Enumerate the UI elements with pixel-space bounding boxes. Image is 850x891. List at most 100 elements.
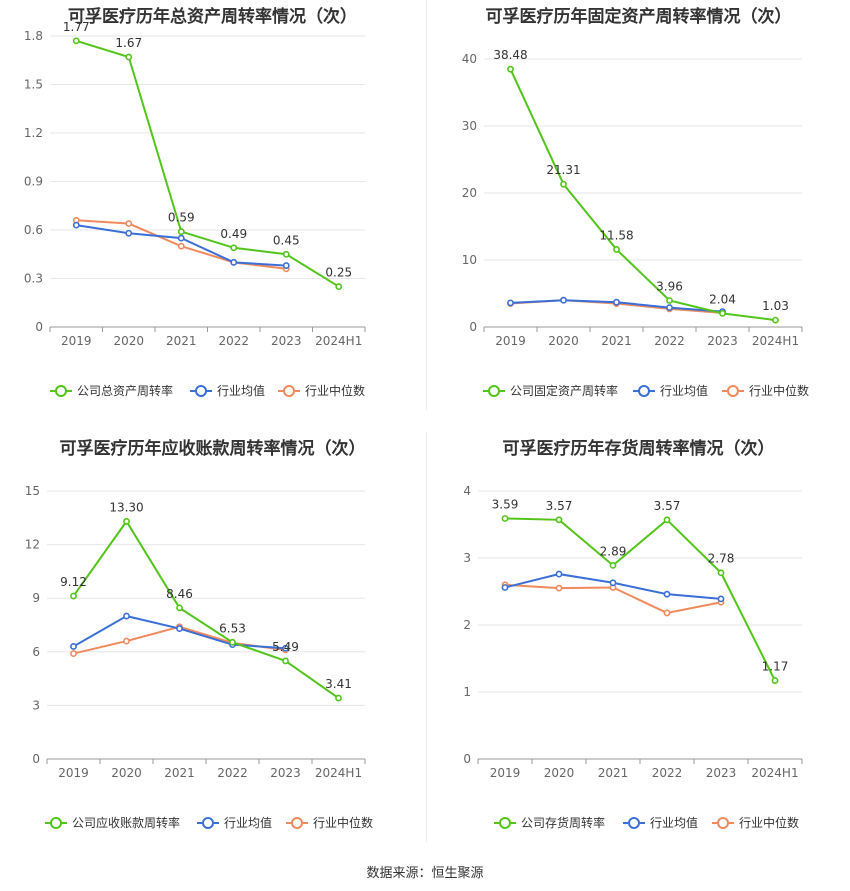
y-tick-label: 2 [463,618,471,632]
legend-marker [283,385,295,397]
data-point-industry-avg [282,262,290,269]
data-point-company [177,228,185,236]
data-label: 3.96 [656,279,683,293]
legend-marker [291,817,303,829]
x-tick-label: 2023 [270,766,301,780]
data-point-industry-avg [560,296,567,304]
data-point-industry-avg [177,234,185,242]
data-point-company [125,53,133,61]
data-point-company [560,180,567,188]
y-tick-label: 3 [32,698,40,712]
y-tick-label: 1.5 [24,78,43,92]
legend-item-industry-median[interactable]: 行业中位数 [722,383,809,398]
legend-marker [717,817,729,829]
legend-label: 行业均值 [650,815,698,830]
data-point-industry-median [70,650,77,657]
legend-item-industry-median[interactable]: 行业中位数 [286,815,373,830]
x-tick-label: 2023 [271,334,302,348]
x-tick-label: 2024H1 [315,766,362,780]
legend-marker [202,817,214,829]
data-point-company [335,694,342,702]
data-point-industry-avg [125,229,133,237]
data-label: 2.04 [709,292,736,306]
data-point-industry-avg [717,595,725,603]
data-label: 1.03 [762,299,789,313]
data-label: 3.57 [546,499,573,513]
y-tick-label: 0.6 [24,223,43,237]
data-point-industry-median [663,609,671,617]
chart-panel-inventory-turnover: 可孚医疗历年存货周转率情况（次） 0 1 2 3 4 2019 2020 2021 2022 20… [427,432,850,852]
chart-title: 可孚医疗历年总资产周转率情况（次） [68,7,357,27]
data-point-company [282,657,289,665]
x-tick-label: 2019 [490,766,521,780]
chart-panel-fixed-asset-turnover: 可孚医疗历年固定资产周转率情况（次） 0 10 20 30 40 2019 2020 2021… [427,0,850,420]
data-label: 38.48 [493,48,527,62]
x-tick-label: 2024H1 [751,766,798,780]
legend-item-industry-avg[interactable]: 行业均值 [190,383,265,398]
data-point-company [501,515,509,522]
legend-label: 行业均值 [217,383,265,398]
data-point-company [555,516,563,524]
panel-divider-bottom [426,432,427,842]
data-point-industry-avg [609,579,617,587]
legend-marker [488,385,500,397]
y-tick-label: 0 [463,752,471,766]
y-tick-label: 0.3 [24,272,43,286]
legend-label: 行业均值 [660,383,708,398]
data-point-company [613,246,620,253]
legend-item-industry-avg[interactable]: 行业均值 [623,815,698,830]
legend-marker [499,817,511,829]
y-tick-label: 3 [463,551,471,565]
x-tick-label: 2020 [113,334,144,348]
legend-item-industry-median[interactable]: 行业中位数 [278,383,365,398]
x-tick-label: 2019 [495,334,526,348]
data-label: 21.31 [546,163,580,177]
legend-label: 行业中位数 [739,815,799,830]
data-label: 2.89 [600,544,627,558]
data-label: 5.49 [272,640,299,654]
data-label: 0.45 [273,233,300,247]
data-point-industry-avg [613,298,620,306]
y-tick-label: 1.8 [24,29,43,43]
panel-divider-top [426,0,427,410]
data-point-company [70,592,77,600]
data-point-company [176,604,183,612]
legend-label: 公司应收账款周转率 [72,815,180,830]
data-point-industry-avg [507,299,514,307]
legend-label: 行业均值 [224,815,272,830]
y-tick-label: 30 [462,119,477,133]
y-tick-label: 0 [32,752,40,766]
legend-item-company[interactable]: 公司总资产周转率 [50,383,173,398]
data-point-company [663,516,671,524]
data-point-company [771,677,779,685]
series-line-company [72,519,340,699]
chart-panel-total-asset-turnover: 可孚医疗历年总资产周转率情况（次） 0 0.3 0.6 0.9 1.2 1.5 1.8 201… [0,0,425,420]
legend-label: 行业中位数 [305,383,365,398]
legend-item-company[interactable]: 公司固定资产周转率 [483,383,618,398]
data-label: 1.17 [762,660,789,674]
data-point-company [282,250,290,258]
data-point-company [230,244,238,252]
legend-item-industry-avg[interactable]: 行业均值 [633,383,708,398]
x-tick-label: 2022 [218,334,249,348]
legend-item-company[interactable]: 公司应收账款周转率 [45,815,180,830]
legend-item-industry-avg[interactable]: 行业均值 [197,815,272,830]
y-tick-label: 0.9 [24,175,43,189]
data-point-company [123,517,130,525]
legend-item-industry-median[interactable]: 行业中位数 [712,815,799,830]
data-point-industry-avg [72,221,80,229]
y-tick-label: 1.2 [24,126,43,140]
x-tick-label: 2019 [58,766,89,780]
x-tick-label: 2022 [652,766,683,780]
data-point-company [719,309,726,317]
legend-item-company[interactable]: 公司存货周转率 [494,815,605,830]
y-tick-label: 6 [32,645,40,659]
y-tick-label: 4 [463,484,471,498]
data-point-company [717,569,725,577]
data-point-industry-avg [123,612,130,620]
x-tick-label: 2020 [111,766,142,780]
data-point-industry-avg [70,643,77,650]
data-label: 0.59 [168,211,195,225]
legend-label: 行业中位数 [749,383,809,398]
chart-svg: 0 3 6 9 12 15 2019 2020 2021 2022 2023 2024H1 9.12 13… [25,484,373,830]
